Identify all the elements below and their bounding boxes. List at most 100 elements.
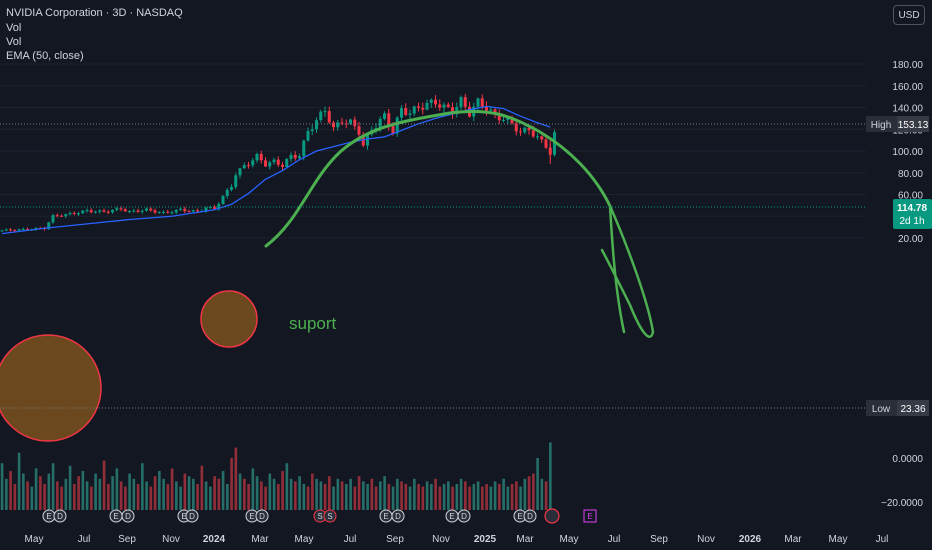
volume-bar bbox=[336, 478, 340, 510]
candle-body bbox=[153, 210, 157, 213]
volume-bar bbox=[247, 484, 250, 510]
volume-bar bbox=[455, 484, 459, 510]
volume-bar bbox=[298, 476, 301, 510]
candle-body bbox=[310, 129, 314, 132]
candle-body bbox=[293, 154, 297, 159]
candle-body bbox=[442, 104, 446, 108]
candle-body bbox=[527, 127, 531, 131]
candle-body bbox=[234, 175, 238, 187]
volume-bar bbox=[540, 478, 544, 510]
candle-body bbox=[132, 210, 136, 212]
volume-bar bbox=[481, 486, 484, 510]
volume-bar bbox=[413, 478, 416, 510]
candle-body bbox=[213, 206, 216, 209]
volume-bar bbox=[264, 486, 267, 510]
volume-bar bbox=[145, 481, 148, 510]
chart-title: NVIDIA Corporation · 3D · NASDAQ bbox=[6, 7, 183, 19]
volume-bar bbox=[5, 478, 8, 510]
x-tick-label: Nov bbox=[697, 534, 715, 545]
volume-bar bbox=[30, 486, 34, 510]
event-marker-label: D bbox=[125, 512, 131, 521]
volume-bar bbox=[102, 460, 106, 510]
indicator-vol-1[interactable]: Vol bbox=[6, 22, 22, 34]
high-tag-label: High bbox=[871, 120, 892, 131]
x-tick-label: May bbox=[560, 534, 579, 545]
volume-bar bbox=[498, 484, 501, 510]
indicator-vol-2[interactable]: Vol bbox=[6, 36, 22, 48]
candle-body bbox=[179, 208, 182, 210]
candlesticks bbox=[0, 93, 556, 232]
y-tick-label: 100.00 bbox=[892, 147, 923, 158]
candle-body bbox=[395, 117, 399, 134]
event-marker bbox=[121, 509, 135, 523]
event-marker-label: E bbox=[249, 512, 254, 521]
candle-body bbox=[476, 98, 480, 107]
volume-bar bbox=[166, 484, 170, 510]
volume-bar bbox=[119, 481, 123, 510]
candle-body bbox=[85, 210, 89, 212]
volume-bar bbox=[34, 468, 38, 510]
candle-body bbox=[391, 126, 395, 134]
volume-bar bbox=[328, 476, 331, 510]
candle-body bbox=[319, 111, 323, 121]
volume-bar bbox=[196, 484, 199, 510]
volume-bar bbox=[468, 486, 471, 510]
volume-bar bbox=[447, 481, 450, 510]
y-tick-label: 140.00 bbox=[892, 104, 923, 115]
volume-bar bbox=[179, 486, 182, 510]
candle-body bbox=[247, 165, 250, 167]
volume-bar bbox=[9, 471, 12, 510]
x-tick-label: Sep bbox=[650, 534, 668, 545]
low-tag-bg bbox=[866, 400, 897, 416]
x-tick-label: Jul bbox=[608, 534, 621, 545]
candle-body bbox=[225, 189, 229, 197]
x-tick-label: 2025 bbox=[474, 534, 497, 545]
candle-body bbox=[366, 134, 369, 146]
volume-bar bbox=[519, 486, 522, 510]
event-marker-label: D bbox=[259, 512, 265, 521]
candle-body bbox=[221, 196, 225, 205]
volume-bar bbox=[442, 484, 446, 510]
volume-bar bbox=[502, 478, 505, 510]
candle-body bbox=[425, 102, 429, 110]
candle-body bbox=[510, 117, 514, 124]
candle-body bbox=[251, 160, 255, 166]
volume-bar bbox=[302, 484, 306, 510]
volume-bar bbox=[485, 484, 488, 510]
volume-bar bbox=[510, 484, 514, 510]
x-tick-label: Jul bbox=[344, 534, 357, 545]
candle-body bbox=[336, 122, 340, 128]
event-marker-label: E bbox=[383, 512, 388, 521]
volume-bar bbox=[90, 486, 93, 510]
candle-body bbox=[9, 229, 12, 231]
candle-body bbox=[378, 118, 382, 129]
candle-body bbox=[353, 119, 357, 127]
candle-body bbox=[323, 111, 327, 113]
high-value: 153.13 bbox=[898, 120, 929, 131]
volume-bar bbox=[340, 481, 344, 510]
high-tag-bg bbox=[866, 116, 897, 132]
volume-bar bbox=[532, 473, 535, 510]
price-axis-bg bbox=[866, 0, 932, 550]
volume-bar bbox=[476, 481, 480, 510]
volume-bar bbox=[0, 463, 4, 510]
volume-bar bbox=[319, 481, 323, 510]
currency-button[interactable]: USD bbox=[893, 5, 925, 25]
candle-body bbox=[255, 153, 259, 161]
x-tick-label: 2026 bbox=[739, 534, 762, 545]
volume-bar bbox=[183, 473, 187, 510]
indicator-ema[interactable]: EMA (50, close) bbox=[6, 50, 84, 62]
candle-body bbox=[60, 215, 63, 217]
loop-drawing bbox=[600, 204, 655, 339]
volume-bar bbox=[370, 478, 374, 510]
y-tick-label: 60.00 bbox=[898, 191, 923, 202]
volume-bar bbox=[60, 486, 63, 510]
candle-body bbox=[166, 211, 170, 213]
candle-body bbox=[349, 119, 352, 124]
candle-body bbox=[102, 210, 106, 212]
candle-body bbox=[276, 159, 280, 165]
volume-bar bbox=[425, 481, 429, 510]
volume-bar bbox=[349, 478, 352, 510]
x-tick-label: May bbox=[295, 534, 314, 545]
